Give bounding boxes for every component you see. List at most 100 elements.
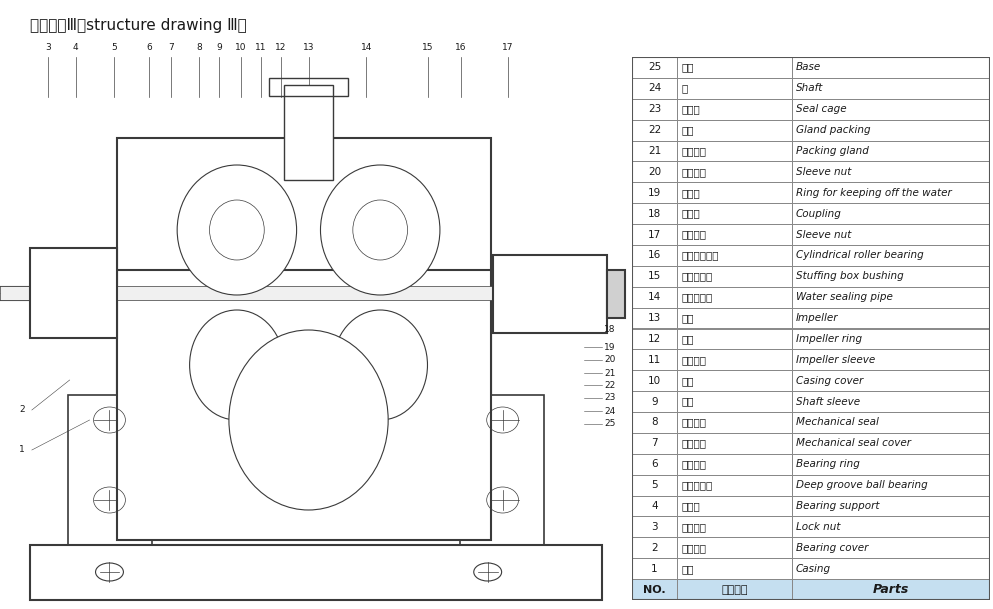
Text: 轴套螺母: 轴套螺母 [681,230,706,239]
Bar [0,286,617,300]
Text: 12: 12 [275,43,286,52]
Text: 23: 23 [604,393,616,403]
Text: 13: 13 [647,313,661,323]
Text: 24: 24 [604,406,616,415]
Text: 9: 9 [216,43,221,52]
Text: 6: 6 [651,459,657,470]
Text: Casing cover: Casing cover [796,376,863,385]
Text: NO.: NO. [643,585,666,594]
Text: 25: 25 [647,63,661,72]
Text: 17: 17 [501,43,513,52]
Text: 8: 8 [651,418,657,428]
Text: Bearing ring: Bearing ring [796,459,860,470]
Bar [30,545,602,600]
Text: 机械密封: 机械密封 [681,418,706,428]
Text: 13: 13 [303,43,315,52]
Text: 15: 15 [422,43,434,52]
Text: 锁紧螺母: 锁紧螺母 [681,522,706,532]
Text: 填料: 填料 [681,125,693,135]
Text: 5: 5 [651,480,657,490]
Text: Mechanical seal cover: Mechanical seal cover [796,438,911,448]
Text: Base: Base [796,63,821,72]
Text: 轴承体: 轴承体 [681,501,700,511]
Bar [269,78,349,96]
Text: 11: 11 [255,43,266,52]
Bar [68,395,152,545]
Text: 20: 20 [604,356,616,365]
Text: 16: 16 [455,43,467,52]
Text: 14: 14 [647,292,661,302]
Text: 深沟球轴承: 深沟球轴承 [681,480,712,490]
Text: 19: 19 [647,188,661,198]
Text: 机封压盖: 机封压盖 [681,438,706,448]
Text: 25: 25 [604,420,616,429]
Text: 14: 14 [360,43,372,52]
Text: 11: 11 [647,355,661,365]
Text: 15: 15 [647,271,661,281]
Text: Bearing support: Bearing support [796,501,880,511]
Text: 囔柱滚子轴承: 囔柱滚子轴承 [681,250,719,261]
Text: 17: 17 [647,230,661,239]
Bar [632,579,677,600]
Text: 底座: 底座 [681,63,693,72]
Text: 泵体: 泵体 [681,564,693,574]
Text: Sleeve nut: Sleeve nut [796,230,851,239]
Text: 填料凵衬套: 填料凵衬套 [681,271,712,281]
Text: 轴套螺母: 轴套螺母 [681,167,706,177]
Text: Parts: Parts [873,583,910,596]
Text: Ring for keeping off the water: Ring for keeping off the water [796,188,951,198]
Text: 泵盖: 泵盖 [681,376,693,385]
Text: 4: 4 [651,501,657,511]
Text: 22: 22 [647,125,661,135]
Text: Packing gland: Packing gland [796,146,869,156]
Bar [493,255,514,333]
Text: 22: 22 [604,381,616,390]
Text: 2: 2 [651,543,657,553]
Ellipse shape [210,200,264,260]
Text: 6: 6 [146,43,152,52]
Text: Mechanical seal: Mechanical seal [796,418,879,428]
Text: 12: 12 [647,334,661,344]
Text: Impeller: Impeller [796,313,838,323]
Text: 结构形式Ⅲ（structure drawing Ⅲ）: 结构形式Ⅲ（structure drawing Ⅲ） [30,18,246,33]
Text: Casing: Casing [796,564,831,574]
Text: Shaft sleeve: Shaft sleeve [796,396,860,407]
Text: 填料压盖: 填料压盖 [681,146,706,156]
Text: Impeller ring: Impeller ring [796,334,862,344]
Text: Bearing cover: Bearing cover [796,543,868,553]
Bar [677,579,792,600]
Text: Lock nut: Lock nut [796,522,840,532]
Ellipse shape [190,310,284,420]
Text: 21: 21 [647,146,661,156]
Ellipse shape [353,200,407,260]
Text: 3: 3 [651,522,657,532]
Text: Cylindrical roller bearing: Cylindrical roller bearing [796,250,923,261]
Text: 23: 23 [647,104,661,114]
Text: 3: 3 [45,43,51,52]
Text: 轴承压盖: 轴承压盖 [681,543,706,553]
Text: 2: 2 [19,406,25,415]
Text: Impeller sleeve: Impeller sleeve [796,355,875,365]
Text: Coupling: Coupling [796,209,842,219]
Text: 18: 18 [647,209,661,219]
Text: 8: 8 [197,43,202,52]
Text: Seal cage: Seal cage [796,104,847,114]
Text: 挡水圈: 挡水圈 [681,188,700,198]
Text: Shaft: Shaft [796,83,823,93]
Text: 19: 19 [604,342,616,351]
Bar [792,579,990,600]
Ellipse shape [177,165,297,295]
Text: 24: 24 [647,83,661,93]
Text: 7: 7 [651,438,657,448]
Ellipse shape [321,165,440,295]
Text: 填料环: 填料环 [681,104,700,114]
Text: Water sealing pipe: Water sealing pipe [796,292,893,302]
Text: 口环: 口环 [681,334,693,344]
Text: Stuffing box bushing: Stuffing box bushing [796,271,904,281]
Ellipse shape [333,310,427,420]
Text: 4: 4 [72,43,78,52]
Text: 轴套: 轴套 [681,396,693,407]
Bar [585,255,607,333]
Text: 16: 16 [647,250,661,261]
Text: 叶轮: 叶轮 [681,313,693,323]
